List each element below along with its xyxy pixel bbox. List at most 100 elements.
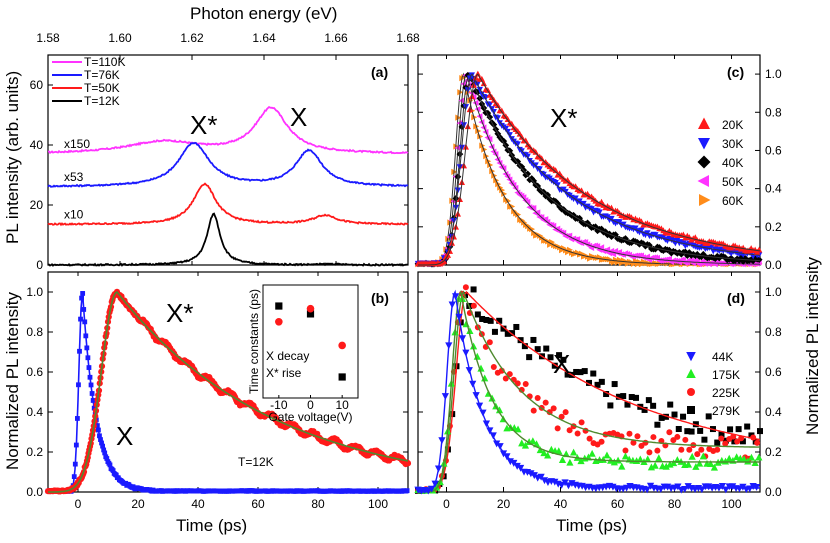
panel-c-mark-50K: [534, 209, 541, 216]
panel-c-mark-20K: [494, 102, 501, 109]
panel-d-mark-225K: [738, 435, 745, 442]
panel-d-mark-279K: [543, 345, 550, 352]
panel-d-mark-279K: [714, 439, 721, 446]
panel-a-ytick-label: 60: [30, 78, 44, 92]
panel-d-mark-225K: [666, 429, 673, 436]
panel-d-mark-279K: [658, 414, 665, 421]
panel-d-xtick-label: 0: [443, 497, 450, 511]
top-axis-label: Photon energy (eV): [190, 4, 337, 23]
panel-c-mark-60K: [499, 187, 506, 194]
panel-b-label: (b): [371, 290, 389, 306]
panel-d-mark-175K: [566, 458, 574, 466]
panel-d-mark-225K: [650, 434, 657, 441]
panel-c-mark-60K: [447, 219, 454, 226]
panel-a-multiplier-label: x150: [64, 137, 90, 151]
panel-b-ylabel: Normalized PL intensity: [3, 292, 22, 470]
panel-d-legend-marker: [686, 352, 696, 362]
panel-a-top-tick-label: 1.60: [108, 31, 132, 45]
panel-d-mark-175K: [555, 447, 563, 455]
panel-d-mark-44K: [493, 440, 501, 448]
panel-c-mark-60K: [443, 246, 450, 253]
panel-d-mark-225K: [470, 302, 477, 309]
panel-d-mark-279K: [718, 431, 725, 438]
panel-d-mark-175K: [521, 441, 530, 449]
panel-d-mark-279K: [500, 325, 507, 332]
panel-a-multiplier-label: x10: [64, 208, 84, 222]
panel-d-mark-175K: [544, 451, 552, 459]
panel-c-legend-label: 50K: [722, 175, 743, 189]
panel-d-mark-175K: [588, 449, 596, 457]
panel-c-mark-30K: [554, 182, 561, 189]
panel-d-fit-279K: [418, 290, 761, 493]
panel-a-annotation-x: X: [290, 102, 307, 132]
panel-c-legend-marker: [697, 175, 709, 187]
panel-d-fit-225K: [418, 290, 760, 493]
panel-d-mark-175K: [466, 327, 474, 334]
panel-d-mark-175K: [603, 451, 611, 459]
inset-xlabel: Gate voltage(V): [268, 410, 352, 424]
panel-d-mark-175K: [477, 364, 485, 372]
panel-d-mark-279K: [650, 402, 657, 409]
panel-d-mark-175K: [721, 457, 730, 465]
panel-d-mark-279K: [509, 330, 516, 337]
panel-d-mark-279K: [603, 391, 610, 398]
panel-d-mark-175K: [529, 437, 537, 445]
panel-a-annotation-xstar: X*: [190, 110, 217, 140]
panel-d-mark-279K: [521, 343, 528, 350]
panel-d-legend-marker: [687, 406, 695, 414]
panel-d-mark-175K: [599, 455, 607, 463]
panel-d-mark-279K: [680, 413, 687, 420]
panel-c-ytick-label: 0.4: [765, 182, 782, 196]
panel-c-fit-60K: [418, 72, 760, 266]
inset-point-X* rise: [275, 317, 283, 326]
inset-point-X* rise: [306, 304, 315, 313]
panel-b-mark-X* (12K): [404, 460, 412, 467]
panel-d-mark-279K: [697, 427, 704, 434]
panel-d-mark-175K: [684, 460, 693, 468]
panel-b-annotation-temp: T=12K: [238, 455, 274, 469]
panel-c-ytick-label: 0.2: [765, 220, 782, 234]
panel-d-frame: [417, 271, 761, 493]
inset-point-X decay: [306, 310, 315, 318]
panel-d-mark-225K: [654, 447, 661, 454]
panel-d-mark-225K: [530, 407, 537, 414]
panel-a-legend-label: T=110K: [84, 55, 125, 69]
panel-d-mark-225K: [670, 437, 677, 444]
panel-c-fit-40K: [418, 72, 760, 266]
panel-d-mark-279K: [496, 317, 503, 324]
panel-d-mark-279K: [598, 378, 605, 385]
panel-d-mark-225K: [634, 433, 641, 440]
panel-c-mark-30K: [638, 227, 645, 234]
panel-d-mark-44K: [739, 483, 747, 491]
panel-d-mark-44K: [499, 450, 508, 458]
panel-d-mark-225K: [502, 375, 509, 382]
inset-xtick-label: 0: [307, 398, 314, 412]
panel-d-mark-225K: [554, 425, 561, 432]
panel-c-mark-60K: [515, 211, 522, 218]
panel-d-mark-279K: [577, 369, 584, 376]
panel-d-mark-225K: [514, 380, 521, 387]
panel-d-mark-225K: [714, 446, 721, 453]
panel-d-mark-225K: [622, 447, 629, 454]
panel-c-legend-label: 20K: [722, 118, 743, 132]
panel-d-mark-44K: [746, 485, 754, 493]
panel-d-mark-44K: [684, 483, 692, 491]
panel-a-series-T=76K: [47, 141, 409, 188]
panel-d-mark-279K: [534, 346, 541, 353]
panel-d-xtick-label: 20: [497, 497, 511, 511]
panel-c-mark-40K: [468, 75, 476, 83]
panel-c-mark-30K: [468, 72, 475, 79]
panel-a-ylabel: PL intensity (arb. units): [3, 71, 22, 244]
panel-d-mark-279K: [727, 426, 734, 433]
panel-d-mark-279K: [470, 286, 477, 293]
panel-d-mark-225K: [730, 433, 737, 440]
panel-d-mark-279K: [662, 413, 669, 420]
panel-d-mark-175K: [644, 455, 652, 463]
panel-d-legend-label: 279K: [712, 404, 740, 418]
panel-c-mark-20K: [478, 75, 485, 82]
panel-d-mark-175K: [699, 452, 707, 460]
panel-d-mark-175K: [518, 439, 526, 447]
panel-d-mark-279K: [684, 428, 691, 435]
panel-d-mark-225K: [558, 413, 565, 420]
